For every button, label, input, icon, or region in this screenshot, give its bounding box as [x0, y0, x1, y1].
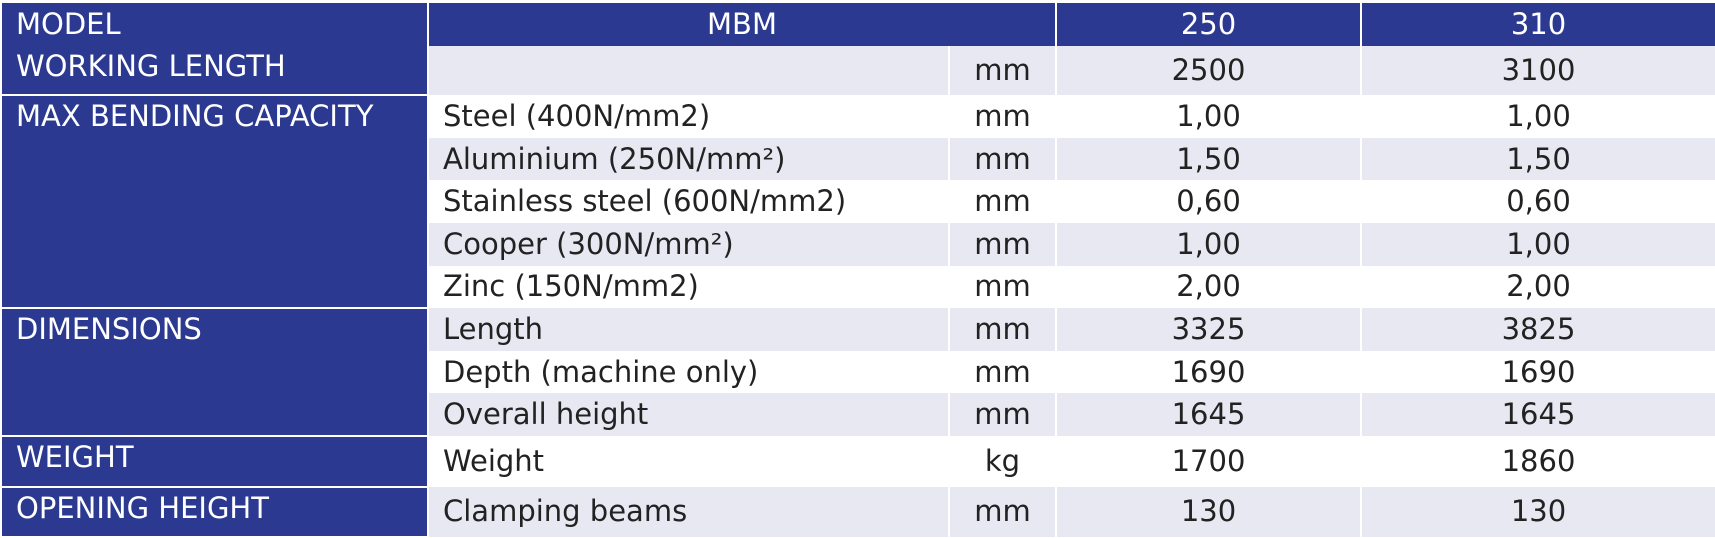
value-250: 2,00	[1055, 265, 1362, 309]
group-label: DIMENSIONS	[0, 308, 429, 437]
value-250: 1700	[1055, 435, 1362, 487]
value-250: 2500	[1055, 45, 1362, 96]
value-310: 1860	[1360, 435, 1715, 487]
spec-unit: mm	[948, 180, 1057, 223]
value-310: 1645	[1360, 393, 1715, 436]
spec-unit: mm	[948, 45, 1057, 96]
table-row: Depth (machine only) mm 1690 1690	[1, 350, 1715, 394]
table-row: WEIGHT Weight kg 1700 1860	[0, 435, 1715, 488]
spec-table: MODEL MBM 250 310 WORKING LENGTH mm 2500 31…	[0, 3, 1715, 538]
spec-name: Cooper (300N/mm²)	[427, 222, 950, 266]
value-250: 1,00	[1055, 222, 1362, 266]
value-310: 3100	[1360, 45, 1715, 96]
spec-unit: mm	[948, 265, 1057, 309]
group-label: MAX BENDING CAPACITY	[0, 95, 429, 310]
spec-unit: mm	[948, 350, 1057, 394]
value-250: 130	[1055, 486, 1362, 538]
value-310: 1690	[1360, 350, 1715, 394]
table-row: MAX BENDING CAPACITY Steel (400N/mm2) mm 1,…	[0, 95, 1715, 310]
value-250: 1,00	[1055, 95, 1362, 138]
value-310: 1,50	[1360, 137, 1715, 181]
spec-name: Depth (machine only)	[427, 350, 950, 394]
value-310: 2,00	[1360, 265, 1715, 309]
value-310: 3825	[1360, 308, 1715, 351]
spec-name: Aluminium (250N/mm²)	[427, 137, 950, 181]
group-label: WEIGHT	[0, 435, 429, 488]
table-row: DIMENSIONS Length mm 3325 3825	[0, 308, 1715, 437]
spec-unit: mm	[948, 308, 1057, 351]
table-row: Aluminium (250N/mm²) mm 1,50 1,50	[1, 137, 1715, 181]
value-310: 130	[1360, 486, 1715, 538]
spec-name: Weight	[427, 435, 950, 487]
table-row: Stainless steel (600N/mm2) mm 0,60 0,60	[1, 180, 1715, 223]
table-row: OPENING HEIGHT Clamping beams mm 130 130	[0, 486, 1715, 538]
spec-name	[427, 45, 950, 96]
value-250: 1645	[1055, 393, 1362, 436]
model-250: 250	[1055, 3, 1362, 46]
table-row: Zinc (150N/mm2) mm 2,00 2,00	[1, 265, 1715, 309]
table-row: WORKING LENGTH mm 2500 3100	[0, 45, 1715, 97]
spec-name: Clamping beams	[427, 486, 950, 538]
value-250: 3325	[1055, 308, 1362, 351]
spec-name: Stainless steel (600N/mm2)	[427, 180, 950, 223]
value-250: 0,60	[1055, 180, 1362, 223]
table-row: Overall height mm 1645 1645	[1, 393, 1715, 436]
spec-unit: mm	[948, 393, 1057, 436]
table-row: Cooper (300N/mm²) mm 1,00 1,00	[1, 222, 1715, 266]
model-name: MBM	[427, 3, 1057, 46]
header-row: MODEL MBM 250 310	[0, 3, 1715, 46]
value-250: 1,50	[1055, 137, 1362, 181]
spec-unit: mm	[948, 95, 1057, 138]
spec-name: Steel (400N/mm2)	[427, 95, 950, 138]
group-label: OPENING HEIGHT	[0, 486, 429, 538]
spec-name: Length	[427, 308, 950, 351]
value-310: 1,00	[1360, 222, 1715, 266]
model-310: 310	[1360, 3, 1715, 46]
spec-unit: kg	[948, 435, 1057, 487]
spec-unit: mm	[948, 486, 1057, 538]
spec-name: Overall height	[427, 393, 950, 436]
spec-unit: mm	[948, 137, 1057, 181]
value-310: 1,00	[1360, 95, 1715, 138]
group-label: WORKING LENGTH	[0, 45, 429, 97]
value-310: 0,60	[1360, 180, 1715, 223]
spec-name: Zinc (150N/mm2)	[427, 265, 950, 309]
value-250: 1690	[1055, 350, 1362, 394]
spec-unit: mm	[948, 222, 1057, 266]
model-label: MODEL	[0, 3, 429, 46]
